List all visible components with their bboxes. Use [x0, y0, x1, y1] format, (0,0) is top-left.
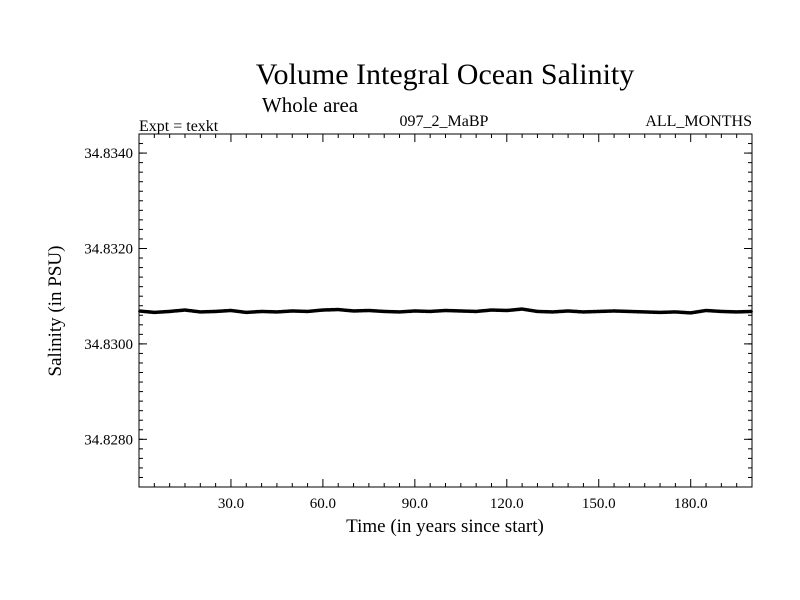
x-tick-label: 30.0: [218, 496, 244, 512]
x-axis-label: Time (in years since start): [346, 516, 544, 537]
x-axis-ticks: 30.0 60.0 90.0 120.0 150.0 180.0: [153, 134, 738, 512]
header-left: Expt = texkt: [139, 118, 219, 135]
x-tick-label: 150.0: [582, 496, 616, 512]
header-right: ALL_MONTHS: [645, 113, 752, 130]
x-tick-label: 180.0: [674, 496, 708, 512]
series-line-salinity: [137, 307, 754, 315]
y-tick-label: 34.8300: [84, 337, 133, 353]
x-tick-label: 60.0: [310, 496, 336, 512]
series-group: [137, 307, 754, 315]
chart-title: Volume Integral Ocean Salinity: [256, 58, 635, 91]
y-axis-label: Salinity (in PSU): [45, 246, 66, 377]
x-tick-label: 120.0: [490, 496, 524, 512]
y-axis-ticks: 34.8280 34.8300 34.8320 34.8340: [84, 133, 752, 478]
y-tick-label: 34.8340: [84, 146, 133, 162]
y-tick-label: 34.8320: [84, 241, 133, 257]
y-tick-label: 34.8280: [84, 432, 133, 448]
chart-subtitle: Whole area: [262, 93, 359, 117]
header-center: 097_2_MaBP: [400, 113, 489, 130]
x-tick-label: 90.0: [402, 496, 428, 512]
